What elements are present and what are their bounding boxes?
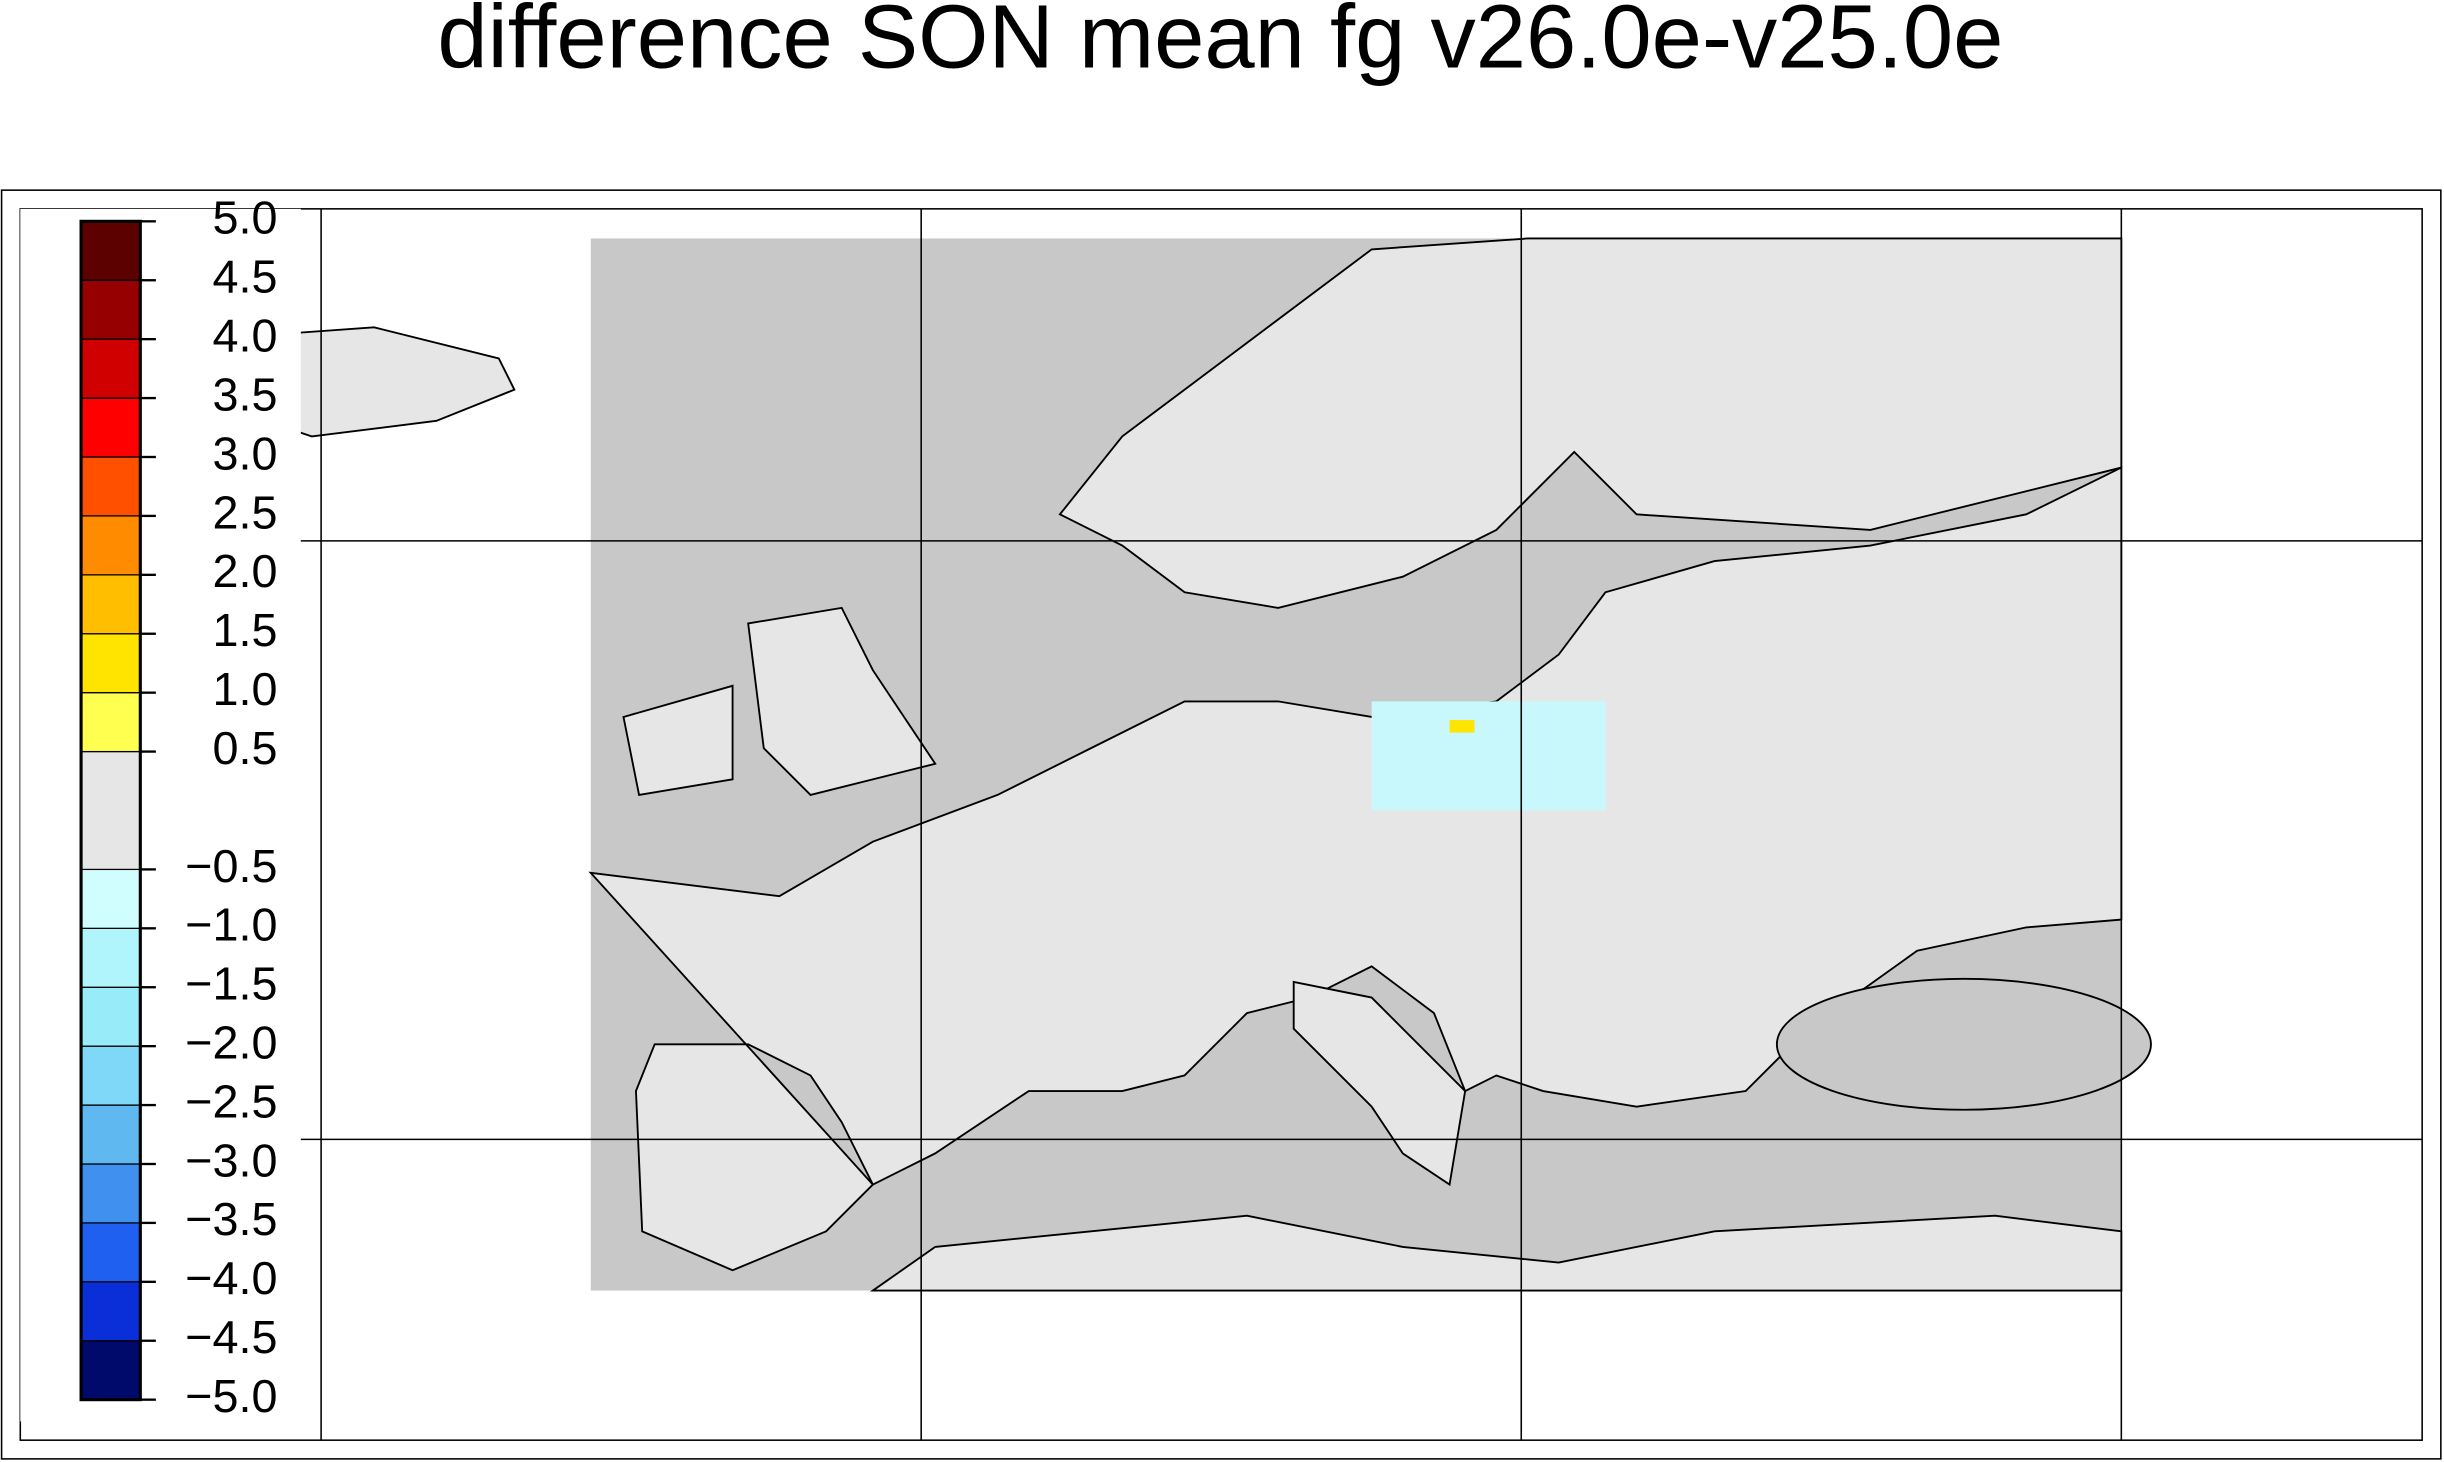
tick-label: 4.5 (212, 251, 277, 303)
tick-label: −4.5 (185, 1311, 277, 1363)
tick-label: 5.0 (212, 192, 277, 244)
tick-label: 3.5 (212, 368, 277, 420)
color-bin (80, 1045, 141, 1106)
anomaly-area (1449, 720, 1475, 733)
color-bin (80, 515, 141, 576)
color-bin (80, 1281, 141, 1342)
color-bin (80, 633, 141, 694)
color-bin (80, 927, 141, 988)
italy (1292, 980, 1467, 1187)
tick-label: −1.5 (185, 958, 277, 1010)
anomaly-area (1371, 701, 1606, 811)
colorbar: −5.0 −4.5 −4.0 −3.5 −3.0 −2.5 −2.0 −1.5 −1.0 −0.5… (79, 192, 277, 1422)
chart-title: difference SON mean fg v26.0e-v25.0e (437, 0, 2003, 88)
tick-label: 3.0 (212, 427, 277, 479)
color-bin (80, 868, 141, 929)
tick-label: 1.0 (212, 663, 277, 715)
color-bin (80, 986, 141, 1047)
tick-label: −3.0 (185, 1134, 277, 1186)
tick-label: −3.5 (185, 1193, 277, 1245)
tick-label: 1.5 (212, 604, 277, 656)
color-bin (80, 1104, 141, 1165)
color-bin (80, 750, 141, 871)
tick-label: −2.5 (185, 1075, 277, 1127)
tick-label: 4.0 (212, 310, 277, 362)
map (193, 237, 2152, 1292)
tick-label: 2.5 (212, 486, 277, 538)
tick-label: −0.5 (185, 840, 277, 892)
outer-frame (0, 189, 2442, 1460)
color-bin (80, 1163, 141, 1224)
ireland (622, 684, 734, 796)
color-bin (80, 220, 141, 281)
scandinavia (1058, 237, 2123, 609)
tick-label: −1.0 (185, 899, 277, 951)
britain (747, 606, 937, 796)
black-sea (1775, 977, 2152, 1111)
tick-label: −4.0 (185, 1252, 277, 1304)
tick-label: 0.5 (212, 722, 277, 774)
color-bin (80, 338, 141, 399)
tick-label: 2.0 (212, 545, 277, 597)
color-bin (80, 456, 141, 517)
color-bin (80, 692, 141, 753)
tick-label: −5.0 (185, 1370, 277, 1422)
color-bin (80, 279, 141, 340)
colorbar-background (20, 208, 301, 1422)
color-bin (80, 397, 141, 458)
color-bin (80, 1222, 141, 1283)
color-bin (80, 574, 141, 635)
color-bin (80, 1340, 141, 1401)
colorbar-border (79, 219, 142, 1402)
tick-label: −2.0 (185, 1017, 277, 1069)
